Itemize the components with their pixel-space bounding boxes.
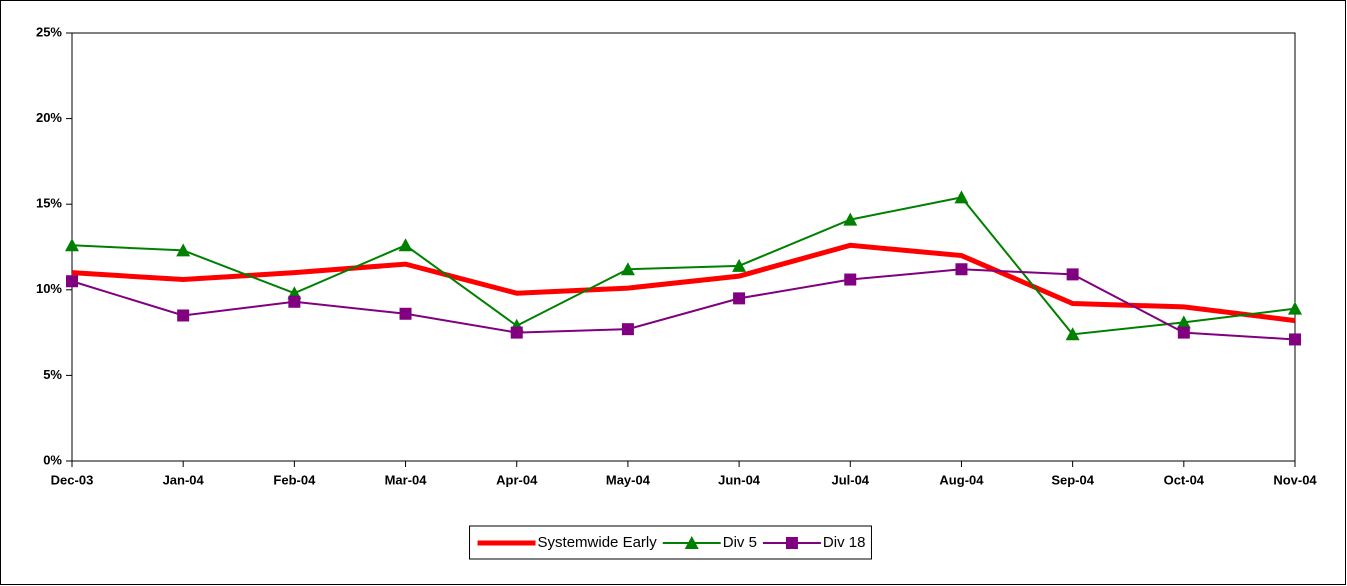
marker	[176, 243, 191, 257]
marker	[1176, 315, 1191, 329]
legend-label: Div 5	[723, 534, 757, 551]
y-tick-label: 0%	[43, 452, 62, 467]
y-tick-label: 20%	[36, 110, 62, 125]
plot-area	[71, 32, 1296, 462]
y-tick-label: 25%	[36, 24, 62, 39]
legend-label: Systemwide Early	[538, 534, 658, 551]
x-tick-label: May-04	[606, 472, 651, 487]
marker	[955, 263, 968, 276]
x-tick-label: Jul-04	[831, 472, 869, 487]
marker	[954, 190, 969, 204]
marker	[1177, 326, 1190, 339]
y-tick-label: 10%	[36, 281, 62, 296]
marker	[399, 307, 412, 320]
x-tick-label: Aug-04	[939, 472, 984, 487]
x-tick-label: Jan-04	[163, 472, 205, 487]
x-tick-label: Dec-03	[51, 472, 94, 487]
marker	[620, 262, 635, 276]
legend-marker	[684, 536, 699, 549]
marker	[398, 238, 413, 252]
marker	[733, 292, 746, 305]
marker	[65, 238, 79, 252]
legend: Systemwide Early Div 5 Div 18	[469, 525, 872, 560]
marker	[510, 326, 523, 339]
y-tick-label: 15%	[36, 196, 62, 211]
marker	[732, 258, 747, 272]
x-tick-label: Sep-04	[1051, 472, 1094, 487]
marker	[843, 212, 858, 226]
marker	[1289, 333, 1301, 346]
x-tick-label: Nov-04	[1273, 472, 1317, 487]
x-tick-label: Feb-04	[273, 472, 316, 487]
marker	[621, 323, 634, 336]
series-line	[71, 196, 1296, 336]
marker	[844, 273, 857, 286]
x-tick-label: Mar-04	[385, 472, 428, 487]
marker	[66, 275, 78, 288]
x-tick-label: Oct-04	[1164, 472, 1205, 487]
marker	[1065, 327, 1080, 341]
x-tick-label: Apr-04	[496, 472, 538, 487]
marker	[288, 295, 301, 308]
legend-label: Div 18	[823, 534, 866, 551]
marker	[1066, 268, 1079, 281]
x-tick-label: Jun-04	[718, 472, 761, 487]
series-line	[71, 242, 1296, 324]
legend-marker	[785, 537, 798, 549]
marker	[177, 309, 190, 322]
marker	[1288, 301, 1302, 315]
series-line	[71, 268, 1296, 341]
y-tick-label: 5%	[43, 367, 62, 382]
